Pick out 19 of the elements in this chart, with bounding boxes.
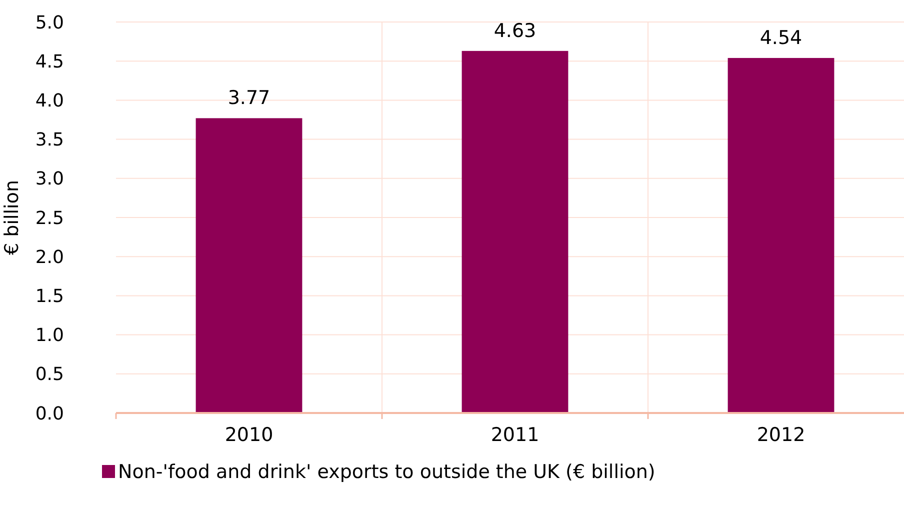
text: 2.5 [35, 208, 64, 229]
data-label: 4.63 [494, 20, 536, 42]
text: 1.5 [35, 286, 64, 307]
y-axis-title: € billion [1, 180, 23, 255]
text: 2.0 [35, 246, 64, 268]
text: 4.5 [35, 51, 64, 72]
x-tick-label: 2011 [490, 424, 540, 446]
text: 3.0 [35, 168, 64, 190]
text: 1.0 [35, 325, 64, 346]
text: 3.5 [35, 130, 64, 151]
data-label: 3.77 [228, 87, 270, 110]
data-label: 4.54 [760, 26, 802, 49]
x-tick-label: 2010 [224, 424, 274, 446]
text: 4.0 [35, 90, 64, 112]
text: 0.0 [35, 403, 64, 424]
text: 5.0 [35, 12, 64, 34]
legend-label: Non-'food and drink' exports to outside the UK (€ billion) [118, 461, 656, 483]
x-tick-label: 2012 [756, 424, 806, 446]
text: 0.5 [35, 364, 64, 386]
